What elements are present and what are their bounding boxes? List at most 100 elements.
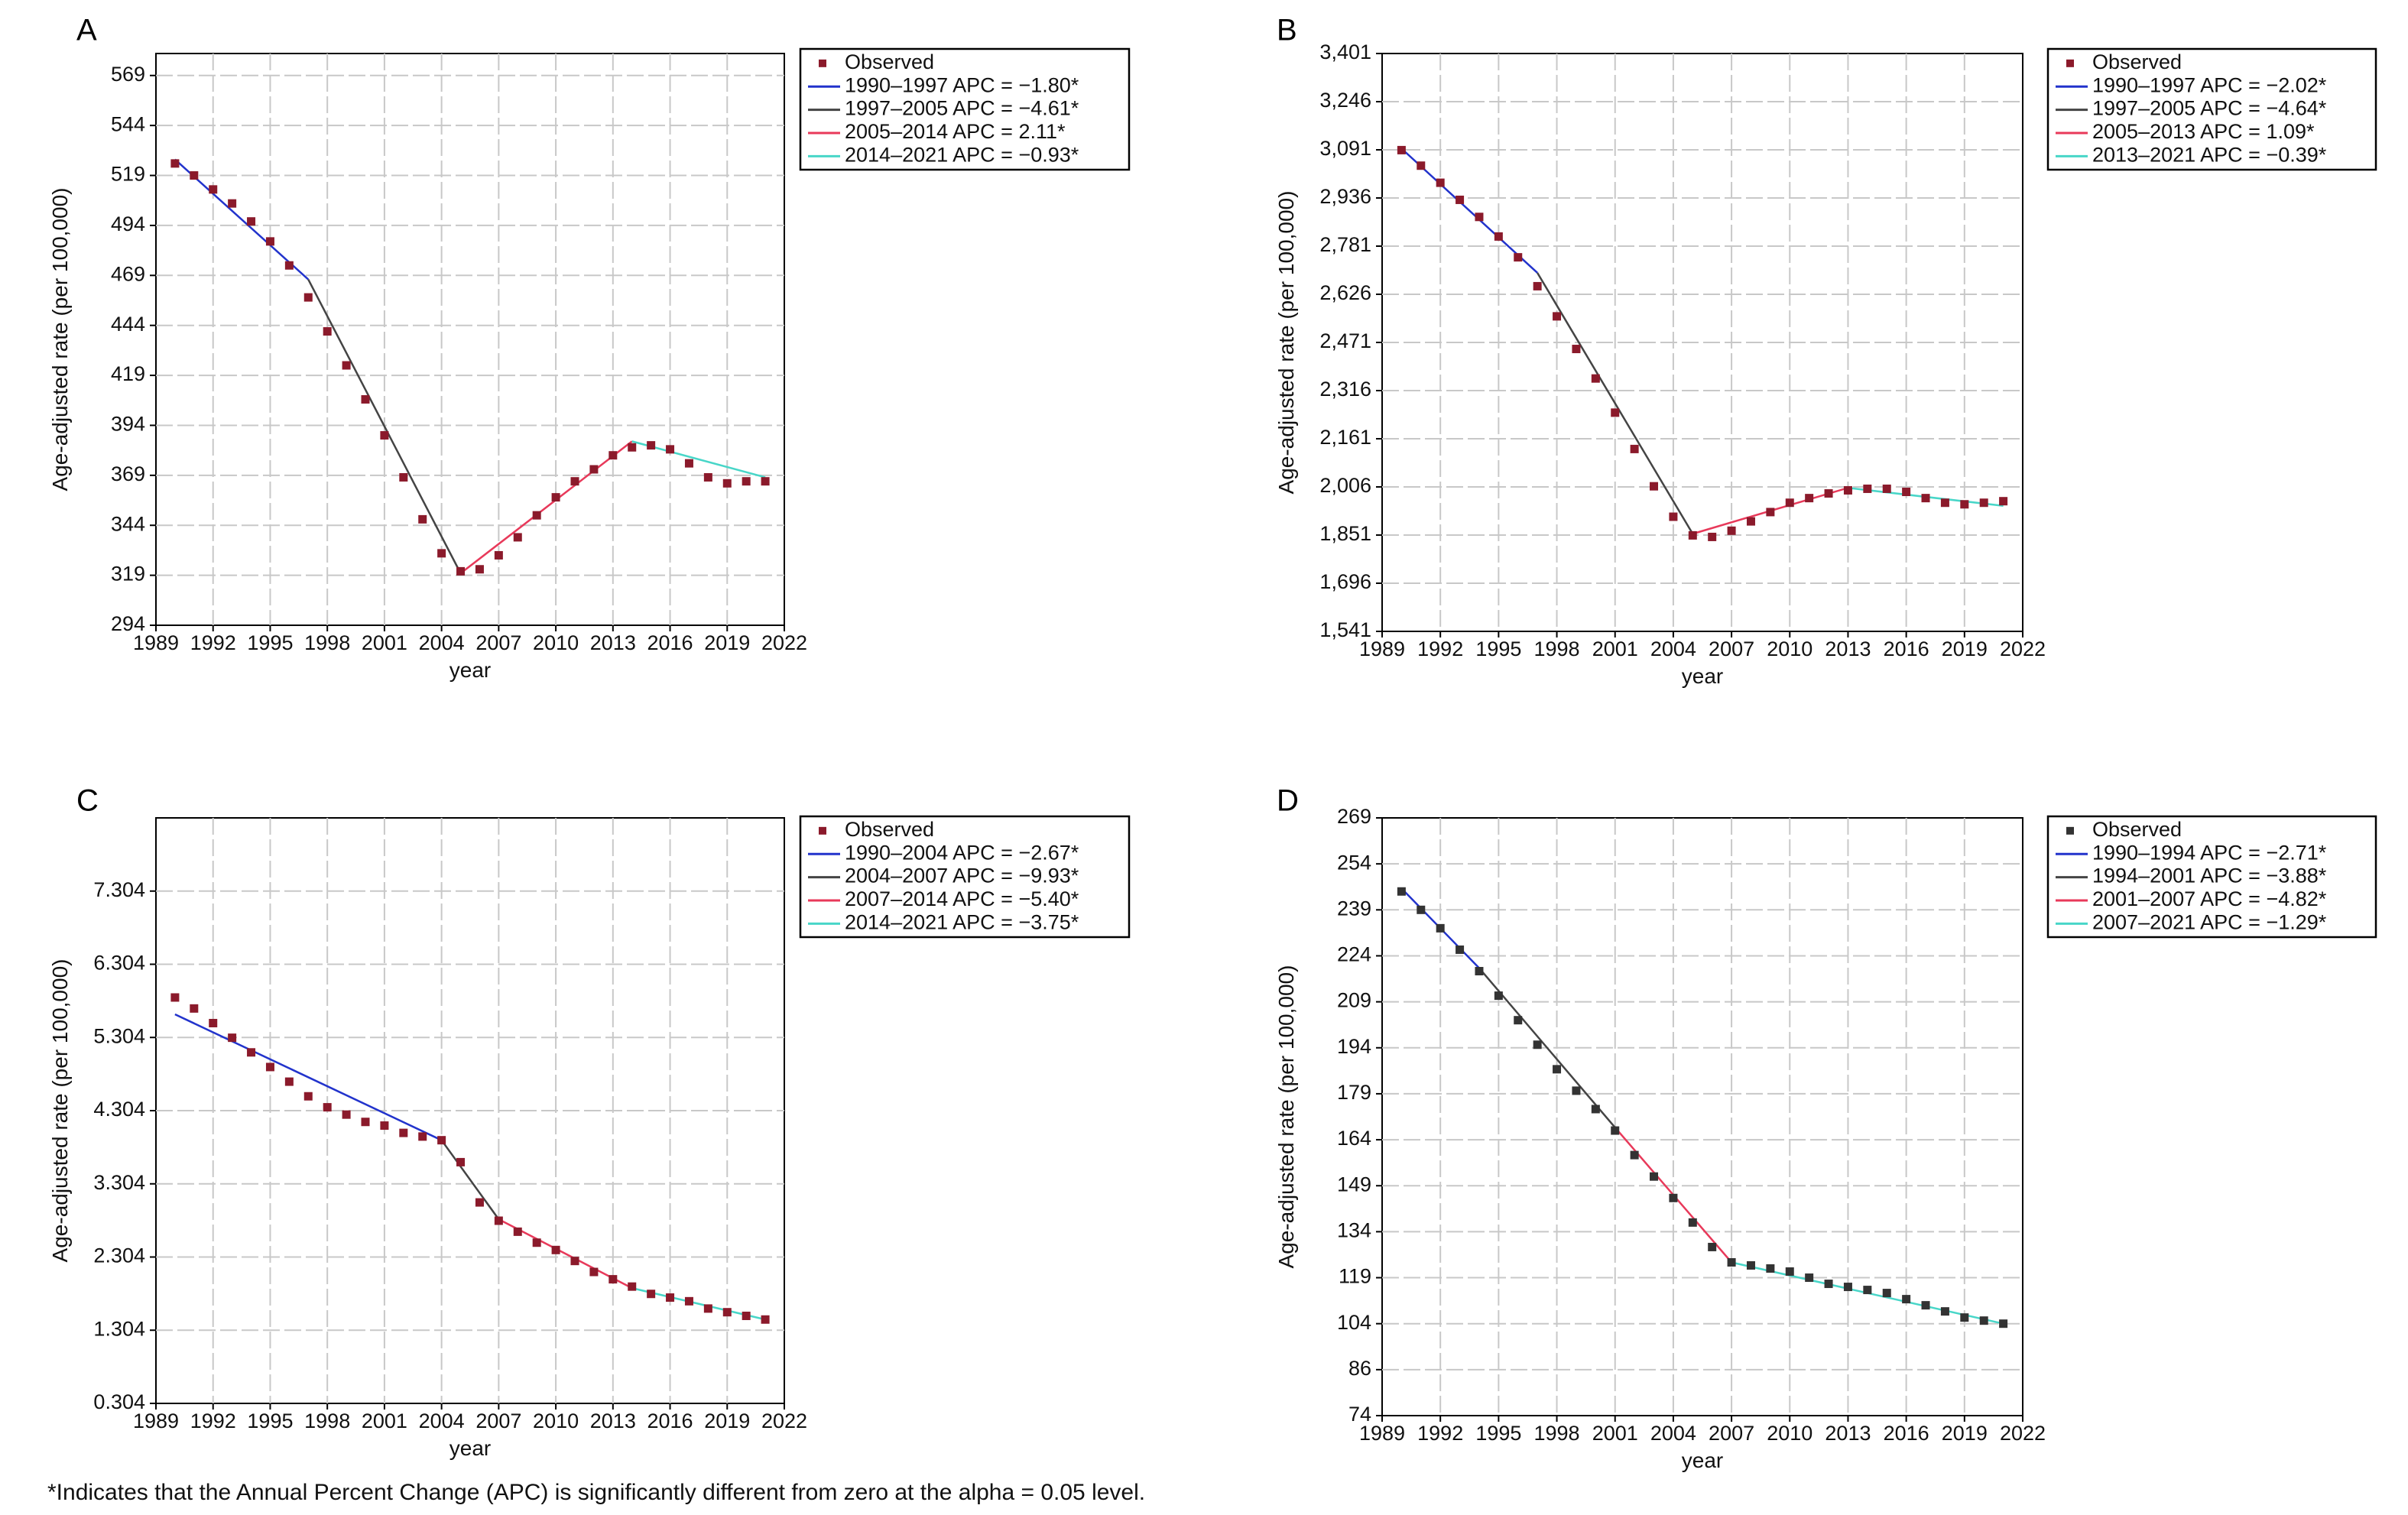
- x-tick-label: 1989: [133, 631, 179, 654]
- observed-point: [1999, 497, 2008, 506]
- x-tick-label: 2016: [1884, 637, 1929, 660]
- observed-point: [1921, 1301, 1930, 1310]
- y-tick-label: 2.304: [93, 1244, 145, 1267]
- observed-point: [1630, 444, 1639, 453]
- observed-point: [247, 217, 256, 226]
- x-tick-label: 1998: [304, 1410, 350, 1432]
- observed-point: [1785, 498, 1794, 508]
- legend-box: [2046, 47, 2377, 171]
- observed-point: [1882, 484, 1891, 493]
- observed-point: [190, 171, 199, 180]
- panel-letter: D: [1277, 784, 1299, 818]
- observed-point: [265, 237, 274, 246]
- x-tick-label: 2019: [704, 631, 750, 654]
- observed-point: [1688, 1218, 1697, 1227]
- observed-point: [513, 1227, 522, 1236]
- observed-point: [265, 1062, 274, 1072]
- observed-point: [647, 1290, 656, 1299]
- panel-c: C 0.304 1.304 2.304 3.304 4.304 5.304 6.304 7.30…: [48, 784, 1131, 1460]
- x-tick-label: 2016: [1884, 1422, 1929, 1445]
- x-tick-label: 2016: [647, 1410, 693, 1432]
- y-tick-label: 269: [1337, 805, 1371, 828]
- y-tick-label: 2,936: [1319, 185, 1371, 208]
- y-tick-label: 239: [1337, 897, 1371, 920]
- legend-label: Observed: [2092, 50, 2182, 73]
- observed-point: [1611, 1126, 1620, 1135]
- y-tick-label: 444: [111, 313, 145, 336]
- observed-point: [1591, 1105, 1600, 1114]
- y-tick-label: 2,471: [1319, 329, 1371, 352]
- y-axis-title: Age-adjusted rate (per 100,000): [1274, 965, 1298, 1269]
- legend-label: 1997–2005 APC = −4.64*: [2092, 97, 2327, 120]
- observed-point: [380, 431, 389, 440]
- observed-point: [1824, 1280, 1833, 1289]
- observed-point: [1397, 145, 1406, 154]
- x-tick-label: 1998: [1534, 637, 1580, 660]
- y-tick-label: 3.304: [93, 1171, 145, 1194]
- observed-point: [1475, 967, 1484, 976]
- x-tick-label: 2013: [590, 631, 636, 654]
- y-tick-label: 2,006: [1319, 474, 1371, 497]
- observed-point: [513, 533, 522, 542]
- x-tick-label: 1992: [190, 1410, 236, 1432]
- observed-point: [1902, 1295, 1911, 1304]
- y-tick-label: 3,401: [1319, 41, 1371, 63]
- y-tick-label: 209: [1337, 989, 1371, 1012]
- observed-point: [1746, 517, 1755, 526]
- legend-observed-marker: [2066, 826, 2074, 835]
- observed-point: [1456, 195, 1465, 204]
- observed-point: [608, 451, 618, 460]
- observed-point: [399, 1128, 408, 1137]
- observed-point: [1514, 253, 1523, 262]
- observed-point: [284, 1077, 294, 1086]
- x-axis-title: year: [449, 1436, 491, 1460]
- x-tick-label: 2007: [1709, 637, 1754, 660]
- observed-point: [303, 293, 313, 302]
- observed-point: [570, 477, 579, 486]
- observed-point: [170, 993, 180, 1002]
- gridlines: [1382, 818, 2023, 1416]
- observed-point: [1766, 508, 1775, 517]
- observed-point: [1591, 374, 1600, 383]
- observed-point: [1805, 494, 1814, 503]
- observed-point: [570, 1257, 579, 1266]
- observed-point: [1708, 532, 1717, 541]
- observed-point: [494, 1216, 503, 1225]
- legend-label: 2004–2007 APC = −9.93*: [845, 865, 1079, 887]
- observed-point: [684, 459, 693, 468]
- legend-observed-marker: [819, 59, 826, 67]
- x-tick-label: 2022: [761, 1410, 807, 1432]
- observed-point: [456, 1157, 466, 1166]
- x-tick-label: 2004: [419, 631, 465, 654]
- observed-point: [323, 327, 332, 336]
- observed-point: [1456, 945, 1465, 954]
- legend-observed-marker: [2066, 59, 2074, 67]
- x-tick-label: 2001: [1592, 637, 1638, 660]
- observed-point: [532, 1238, 541, 1247]
- observed-point: [475, 1198, 484, 1207]
- observed-point: [418, 1132, 427, 1141]
- observed-point: [228, 199, 237, 208]
- x-tick-label: 2010: [533, 631, 579, 654]
- y-axis-title: Age-adjusted rate (per 100,000): [48, 959, 72, 1263]
- observed-point: [1708, 1242, 1717, 1251]
- observed-point: [1921, 494, 1930, 503]
- y-tick-label: 419: [111, 362, 145, 385]
- y-tick-label: 1,696: [1319, 570, 1371, 593]
- observed-point: [1979, 498, 1988, 508]
- observed-point: [1650, 1172, 1659, 1181]
- observed-point: [703, 1304, 712, 1313]
- segment-line-2: [1537, 272, 1694, 535]
- y-tick-label: 3,246: [1319, 89, 1371, 112]
- y-tick-label: 1,851: [1319, 522, 1371, 545]
- observed-points: [1397, 145, 2008, 541]
- y-tick-label: 224: [1337, 943, 1371, 966]
- footnote: *Indicates that the Annual Percent Chang…: [47, 1480, 1146, 1505]
- x-axis-title: year: [1682, 1448, 1723, 1472]
- legend-label: 1990–1997 APC = −1.80*: [845, 73, 1079, 96]
- gridlines: [1382, 54, 2023, 631]
- legend-label: 2005–2013 APC = 1.09*: [2092, 120, 2315, 143]
- segment-line-3: [459, 440, 633, 574]
- y-axis-title: Age-adjusted rate (per 100,000): [1274, 191, 1298, 495]
